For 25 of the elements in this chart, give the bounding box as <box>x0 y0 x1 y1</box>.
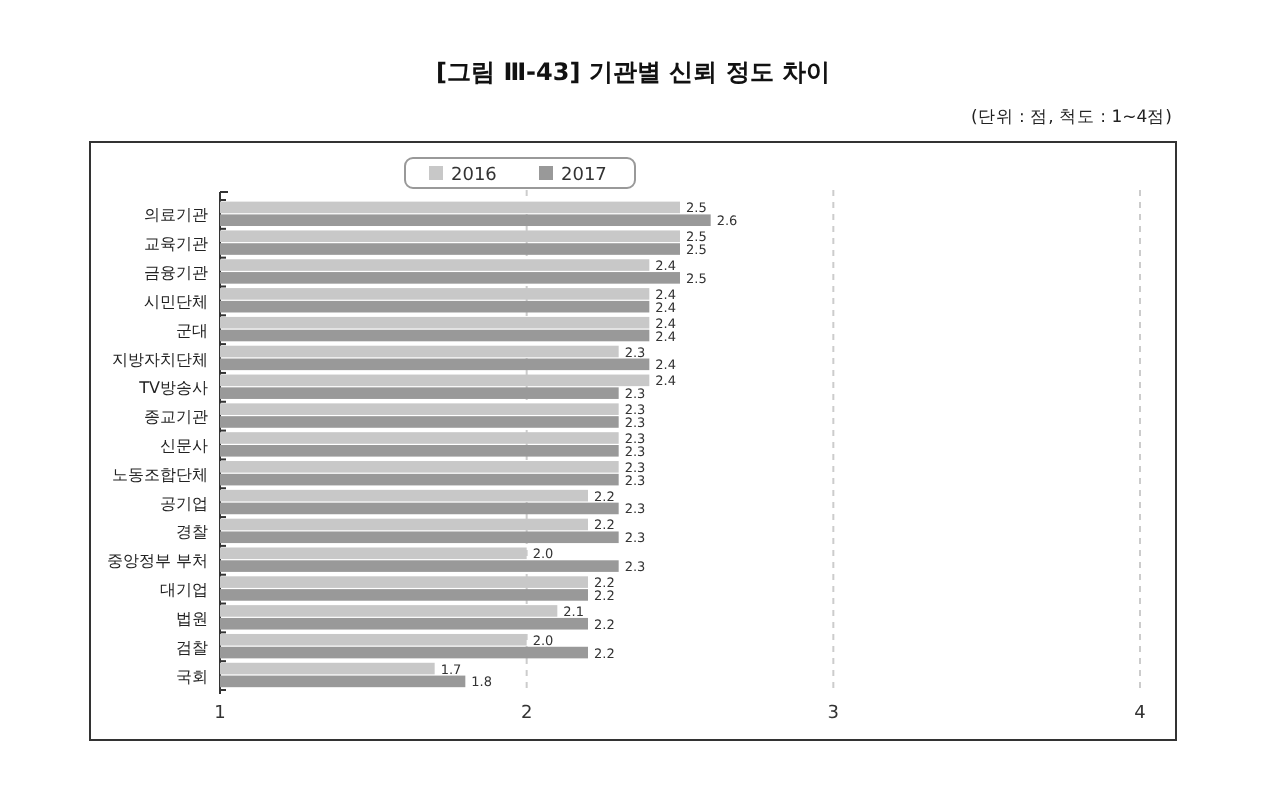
y-tick-label: 의료기관 <box>144 206 208 225</box>
y-tick-label: 대기업 <box>160 581 208 600</box>
y-tick-label: 시민단체 <box>144 292 208 311</box>
legend-label: 2017 <box>561 166 607 186</box>
y-tick-label: 중앙정부 부처 <box>106 552 208 571</box>
y-tick-label: 지방자치단체 <box>112 350 208 369</box>
x-tick-label: 1 <box>214 704 226 724</box>
y-tick-label: 신문사 <box>160 437 208 455</box>
y-tick-label: 금융기관 <box>144 264 208 283</box>
text: (단위 : 점, 척도 : 1~4점) <box>970 108 1172 128</box>
x-tick-label: 3 <box>827 704 840 724</box>
y-tick-label: TV방송사 <box>137 379 208 398</box>
y-tick-label: 국회 <box>176 667 208 686</box>
y-tick-label: 경찰 <box>176 523 208 542</box>
y-tick-label: 공기업 <box>160 494 208 513</box>
y-tick-label: 노동조합단체 <box>112 465 208 484</box>
y-tick-label: 종교기관 <box>144 408 208 427</box>
legend-label: 2016 <box>451 166 498 186</box>
y-tick-label: 법원 <box>176 609 208 628</box>
y-tick-label: 검찰 <box>176 638 208 657</box>
y-tick-label: 군대 <box>176 321 208 340</box>
x-tick-label: 2 <box>520 704 533 724</box>
x-tick-label: 4 <box>1134 704 1147 724</box>
chart-title: [그림 Ⅲ-43] 기관별 신뢰 정도 차이 <box>436 58 830 86</box>
y-tick-label: 교육기관 <box>144 235 208 254</box>
